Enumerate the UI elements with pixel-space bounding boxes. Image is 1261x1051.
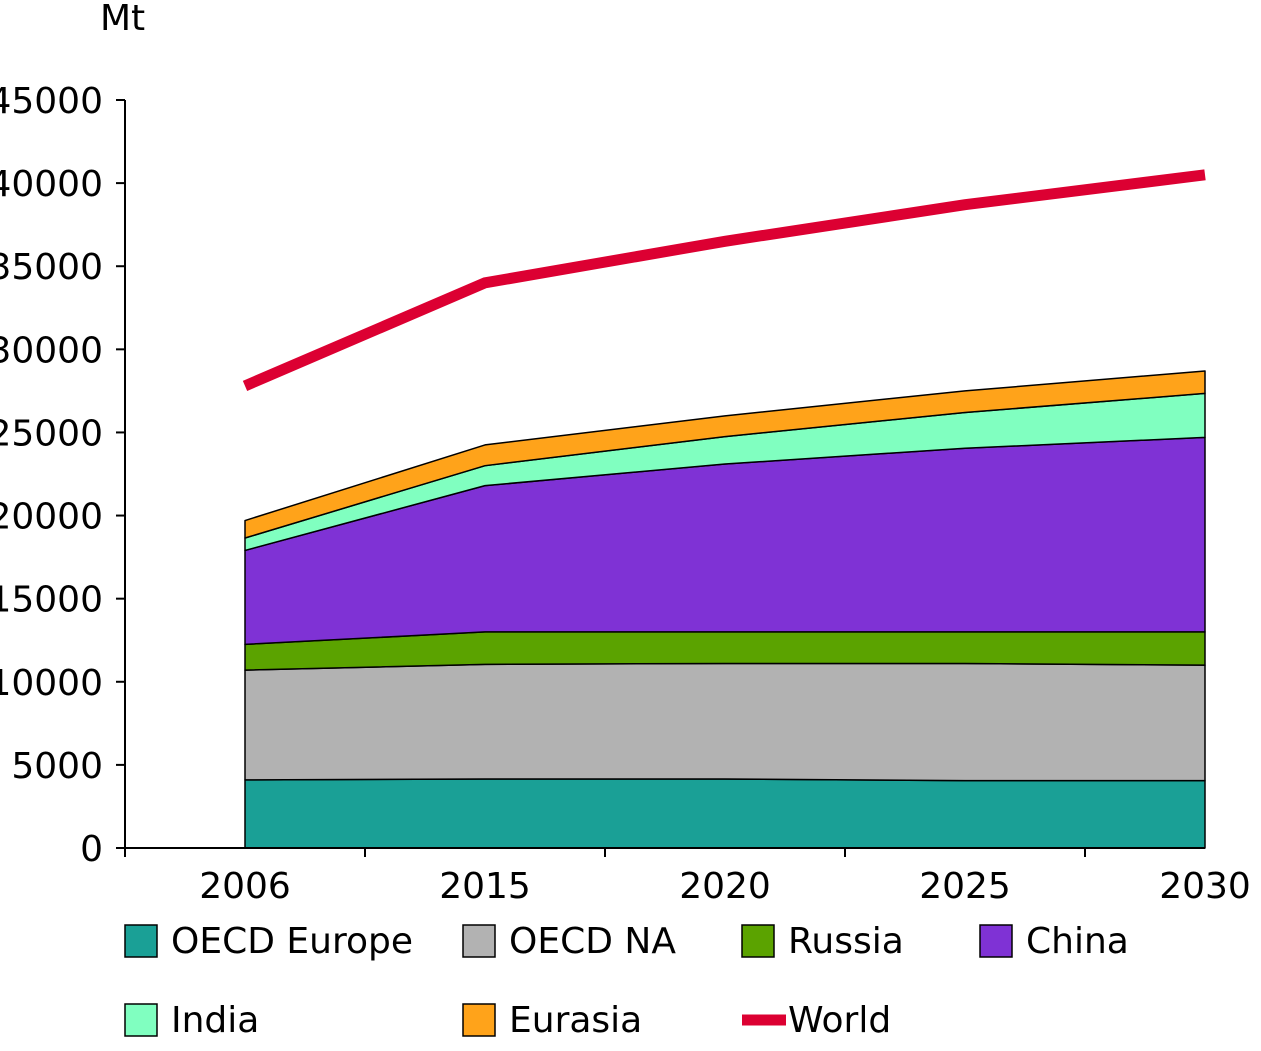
area-eurasia (244, 370, 1206, 539)
y-tick-label: 25000 (0, 413, 103, 454)
legend-label-world: World (788, 1000, 891, 1041)
x-tick-label: 2020 (679, 866, 771, 907)
y-tick-label: 45000 (0, 81, 103, 122)
legend-swatch-eurasia (462, 1003, 496, 1037)
y-tick-label: 30000 (0, 330, 103, 371)
x-tick-label: 2030 (1159, 866, 1251, 907)
area-oecd-na (244, 662, 1206, 782)
y-tick-labels: 0 5000 10000 15000 20000 25000 30000 35000 40000… (0, 81, 103, 870)
legend-swatch-india (124, 1003, 158, 1037)
legend-label-china: China (1026, 921, 1129, 962)
legend-label-oecd-na: OECD NA (509, 921, 676, 962)
stacked-areas (244, 370, 1206, 849)
y-tick-label: 35000 (0, 247, 103, 288)
x-tick-label: 2025 (919, 866, 1011, 907)
line-world (242, 169, 1206, 391)
legend-item-oecd-na: OECD NA (462, 921, 676, 962)
y-tick-label: 40000 (0, 164, 103, 205)
legend-swatch-oecd-europe (124, 924, 158, 958)
legend-label-oecd-europe: OECD Europe (171, 921, 413, 962)
line-series (242, 169, 1206, 391)
y-tick-label: 10000 (0, 663, 103, 704)
legend: OECD Europe OECD NA Russia China India Eurasi… (124, 921, 1129, 1041)
x-tick-labels: 2006 2015 2020 2025 2030 (199, 866, 1251, 907)
legend-item-russia: Russia (741, 921, 904, 962)
x-tick-label: 2015 (439, 866, 531, 907)
legend-label-russia: Russia (788, 921, 904, 962)
legend-item-china: China (979, 921, 1129, 962)
legend-swatch-russia (741, 924, 775, 958)
y-tick-label: 0 (80, 829, 103, 870)
legend-item-india: India (124, 1000, 259, 1041)
legend-swatch-oecd-na (462, 924, 496, 958)
legend-label-india: India (171, 1000, 259, 1041)
y-tick-label: 15000 (0, 580, 103, 621)
legend-label-eurasia: Eurasia (509, 1000, 642, 1041)
y-unit-label: Mt (100, 0, 145, 39)
legend-item-oecd-europe: OECD Europe (124, 921, 413, 962)
legend-item-eurasia: Eurasia (462, 1000, 642, 1041)
area-oecd-europe (244, 778, 1206, 849)
legend-swatch-china (979, 924, 1013, 958)
x-tick-label: 2006 (199, 866, 291, 907)
area-china (244, 436, 1206, 646)
legend-item-world: World (742, 1000, 891, 1041)
y-tick-label: 5000 (11, 746, 103, 787)
axes (116, 99, 1205, 857)
y-tick-label: 20000 (0, 497, 103, 538)
